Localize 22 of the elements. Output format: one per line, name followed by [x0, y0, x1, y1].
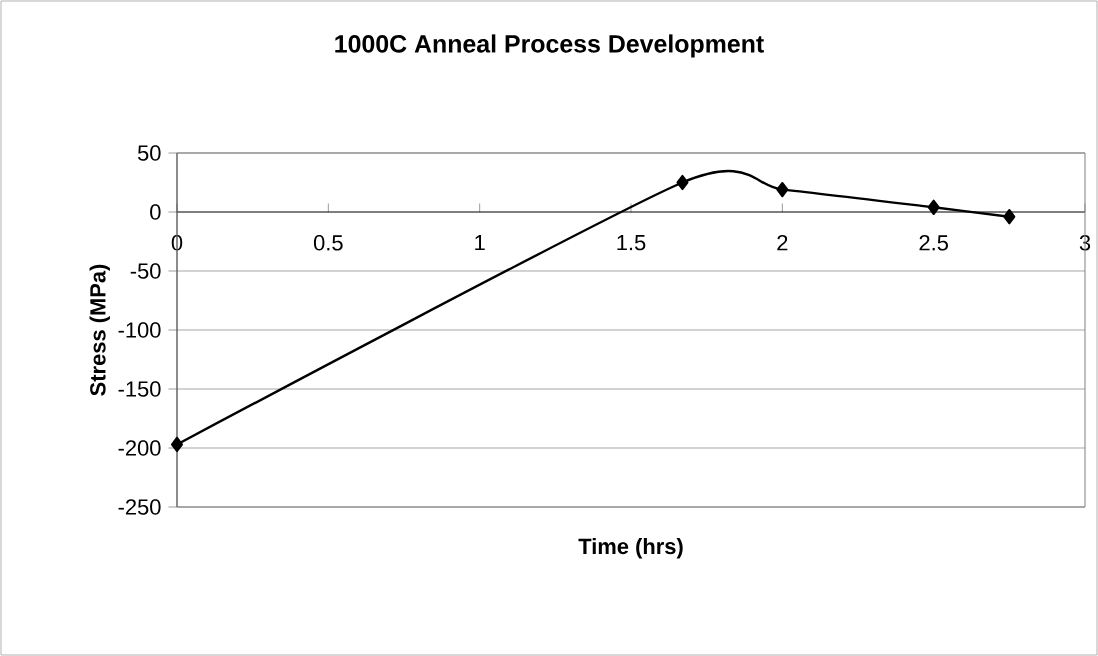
x-tick-label: 0.5: [313, 235, 343, 251]
y-tick-label: -100: [118, 322, 161, 338]
y-axis-title: Stress (MPa): [89, 264, 110, 396]
point: [927, 199, 940, 215]
chart-title: 1000C Anneal Process Development: [335, 34, 764, 58]
x-axis-title: Time (hrs): [578, 538, 683, 559]
x-tick-label: 2.5: [919, 235, 948, 251]
x-tick-label: 2: [777, 235, 788, 251]
y-tick-label: -250: [118, 499, 161, 515]
point: [776, 181, 789, 198]
point: [171, 436, 183, 453]
y-tick-label: -150: [118, 381, 161, 397]
point: [676, 174, 689, 191]
y-tick-label: 50: [137, 145, 161, 161]
y-tick-label: 0: [150, 204, 161, 220]
x-tick-label: 3: [1079, 235, 1091, 251]
x-tick-label: 0: [171, 235, 183, 251]
y-tick-label: -200: [118, 440, 161, 456]
point: [1003, 209, 1016, 225]
x-tick-label: 1.5: [617, 235, 646, 251]
x-tick-label: 1: [475, 235, 485, 251]
y-tick-label: -50: [130, 263, 161, 279]
